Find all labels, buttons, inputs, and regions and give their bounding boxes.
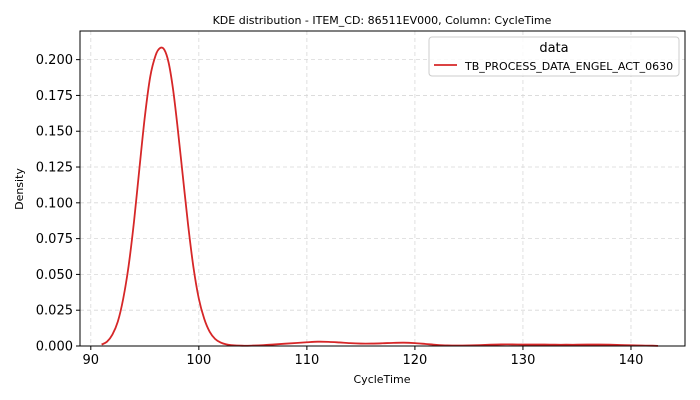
legend-title: data [539, 41, 568, 56]
series-line [101, 46, 659, 347]
legend-label: TB_PROCESS_DATA_ENGEL_ACT_0630 [464, 60, 673, 73]
x-tick-label: 90 [83, 353, 100, 368]
y-tick-label: 0.050 [36, 268, 73, 283]
y-tick-label: 0.175 [36, 89, 73, 104]
x-axis-ticks: 90 100 110 120 130 140 [83, 346, 644, 368]
y-tick-label: 0.075 [36, 232, 73, 247]
legend-box [428, 36, 680, 77]
y-tick-label: 0.200 [36, 53, 73, 68]
x-tick-label: 100 [186, 353, 211, 368]
x-tick-label: 110 [294, 353, 319, 368]
y-tick-label: 0.025 [36, 304, 73, 319]
chart-title: KDE distribution - ITEM_CD: 86511EV000, … [213, 14, 552, 27]
x-tick-label: 120 [402, 353, 427, 368]
y-tick-label: 0.000 [36, 340, 73, 355]
y-axis-title: Density [13, 168, 26, 210]
grid [80, 31, 685, 347]
x-tick-label: 130 [511, 353, 536, 368]
x-tick-label: 140 [619, 353, 644, 368]
plot-area-frame [79, 30, 686, 347]
legend: data TB_PROCESS_DATA_ENGEL_ACT_0630 [428, 36, 680, 77]
y-axis-ticks: 0.000 0.025 0.050 0.075 0.100 0.125 0.150 0.175… [36, 53, 80, 355]
x-axis-title: CycleTime [354, 373, 411, 386]
y-tick-label: 0.125 [36, 161, 73, 176]
series-layer [101, 46, 659, 347]
y-tick-label: 0.100 [36, 196, 73, 211]
y-tick-label: 0.150 [36, 125, 73, 140]
